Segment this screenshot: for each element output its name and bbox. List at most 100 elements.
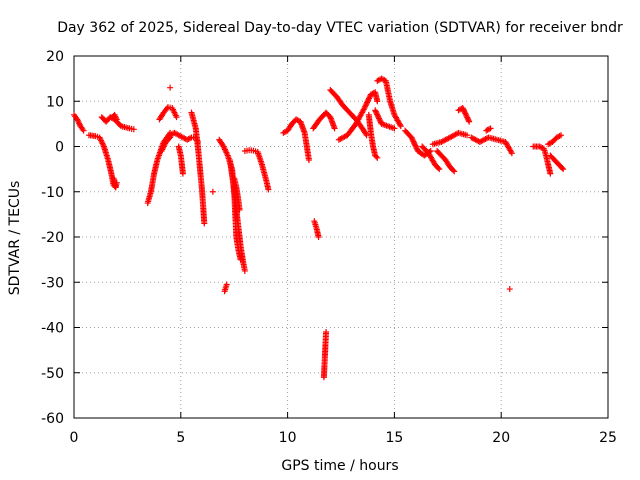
data-point bbox=[223, 281, 230, 288]
data-points bbox=[71, 75, 567, 381]
data-point bbox=[372, 108, 379, 115]
series-arc-33 bbox=[468, 134, 515, 157]
series-arc-32 bbox=[455, 105, 473, 125]
x-axis-label: GPS time / hours bbox=[281, 458, 398, 474]
data-point bbox=[460, 106, 467, 113]
data-point bbox=[374, 98, 381, 105]
data-point bbox=[74, 117, 81, 124]
data-point bbox=[409, 137, 416, 144]
data-point bbox=[209, 188, 216, 195]
ticks-layer: 0 5 10 15 20 25 -60 -50 -40 -30 -20 -10 0 10 20 bbox=[41, 49, 617, 446]
data-point bbox=[363, 100, 370, 107]
y-tick-label: -40 bbox=[41, 321, 64, 337]
series-arc-12 bbox=[167, 84, 174, 91]
data-point bbox=[408, 134, 415, 141]
data-point bbox=[74, 116, 81, 123]
data-point bbox=[461, 107, 468, 114]
series-arc-29 bbox=[419, 143, 443, 173]
data-point bbox=[130, 126, 137, 133]
data-point bbox=[462, 111, 469, 118]
data-point bbox=[466, 118, 473, 125]
data-point bbox=[373, 110, 380, 117]
data-point bbox=[410, 138, 417, 145]
x-tick-label: 5 bbox=[176, 430, 185, 446]
data-point bbox=[365, 95, 372, 102]
x-tick-label: 15 bbox=[385, 430, 403, 446]
data-point bbox=[435, 164, 442, 171]
series-arc-31 bbox=[434, 148, 458, 175]
data-point bbox=[305, 157, 312, 164]
data-point bbox=[451, 168, 458, 175]
data-point bbox=[361, 105, 368, 112]
data-point bbox=[461, 109, 468, 116]
x-tick-label: 25 bbox=[599, 430, 617, 446]
series-arc-18 bbox=[241, 147, 272, 193]
data-point bbox=[436, 166, 443, 173]
series-arc-13 bbox=[209, 188, 216, 195]
data-point bbox=[173, 114, 180, 121]
data-point bbox=[80, 127, 87, 134]
data-point bbox=[559, 164, 566, 171]
grid-layer bbox=[74, 56, 608, 418]
data-point bbox=[167, 134, 174, 141]
data-point bbox=[459, 105, 466, 112]
data-point bbox=[487, 125, 494, 132]
data-point bbox=[376, 116, 383, 123]
data-point bbox=[558, 132, 565, 139]
series-arc-05 bbox=[109, 111, 120, 123]
data-point bbox=[412, 143, 419, 150]
data-point bbox=[331, 125, 338, 132]
y-tick-label: -50 bbox=[41, 366, 64, 382]
data-point bbox=[409, 135, 416, 142]
series-arc-22 bbox=[320, 329, 330, 381]
data-point bbox=[362, 102, 369, 109]
series-arc-19 bbox=[280, 116, 312, 164]
series-arc-35 bbox=[506, 286, 513, 293]
data-point bbox=[366, 94, 373, 101]
series-arc-20 bbox=[311, 218, 322, 240]
data-point bbox=[315, 234, 322, 240]
data-point bbox=[323, 329, 330, 336]
data-point bbox=[241, 267, 248, 274]
y-tick-label: -20 bbox=[41, 230, 64, 246]
data-point bbox=[236, 206, 243, 213]
y-tick-label: 20 bbox=[46, 49, 64, 65]
series-arc-21 bbox=[310, 109, 338, 132]
chart-title: Day 362 of 2025, Sidereal Day-to-day VTE… bbox=[57, 20, 623, 36]
series-arc-23 bbox=[327, 86, 370, 139]
series-arc-37 bbox=[545, 132, 565, 148]
x-tick-label: 10 bbox=[279, 430, 297, 446]
data-point bbox=[374, 112, 381, 119]
data-point bbox=[413, 145, 420, 152]
y-axis-label: SDTVAR / TECUs bbox=[7, 181, 23, 296]
x-tick-label: 20 bbox=[492, 430, 510, 446]
x-tick-label: 0 bbox=[70, 430, 79, 446]
data-point bbox=[201, 220, 208, 227]
y-tick-label: -30 bbox=[41, 275, 64, 291]
series-arc-30 bbox=[429, 129, 471, 148]
y-tick-label: -60 bbox=[41, 411, 64, 427]
series-arc-04 bbox=[98, 114, 137, 133]
series-arc-09 bbox=[158, 134, 174, 155]
series-arc-07 bbox=[156, 104, 180, 123]
data-point bbox=[508, 150, 515, 157]
series-arc-38 bbox=[547, 152, 567, 173]
data-point bbox=[464, 115, 471, 122]
data-point bbox=[462, 110, 469, 117]
data-point bbox=[375, 114, 382, 121]
series-arc-34 bbox=[483, 125, 494, 134]
data-point bbox=[167, 84, 174, 91]
data-point bbox=[76, 120, 83, 127]
data-point bbox=[363, 132, 370, 139]
data-point bbox=[463, 113, 470, 120]
data-point bbox=[376, 115, 383, 122]
data-point bbox=[179, 170, 186, 177]
series-arc-25 bbox=[365, 111, 381, 161]
data-point bbox=[450, 167, 457, 174]
data-point bbox=[506, 286, 513, 293]
data-point bbox=[411, 141, 418, 148]
series-arc-17 bbox=[221, 281, 230, 295]
data-point bbox=[265, 186, 272, 193]
data-point bbox=[464, 114, 471, 121]
